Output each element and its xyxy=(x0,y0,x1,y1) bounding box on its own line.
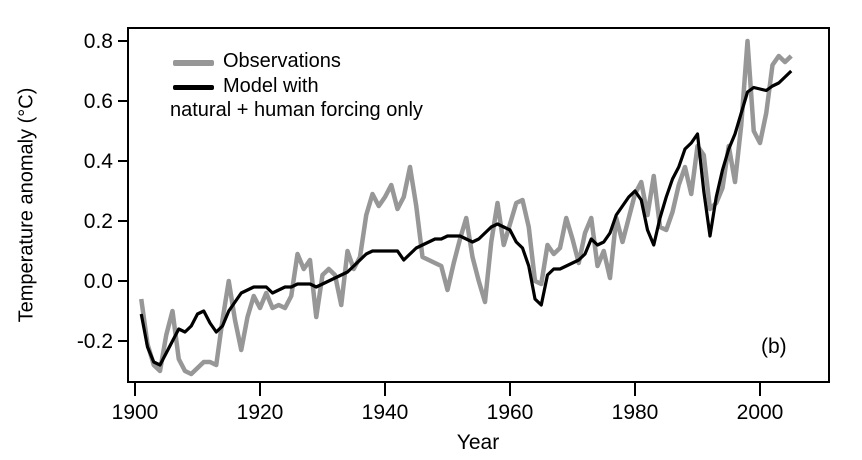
x-tick-label: 2000 xyxy=(737,401,784,424)
model-legend-label-line1: Model with xyxy=(223,75,319,97)
y-axis-title: Temperature anomaly (°C) xyxy=(15,87,38,323)
observations-line xyxy=(139,38,793,377)
x-tick-label: 1980 xyxy=(612,401,659,424)
observations-legend-swatch xyxy=(173,60,214,66)
model-legend-label-line2: natural + human forcing only xyxy=(170,99,423,121)
x-tick-label: 1900 xyxy=(112,401,159,424)
y-tick-label: -0.2 xyxy=(77,330,113,353)
model-legend-swatch xyxy=(173,85,214,90)
x-axis-title: Year xyxy=(456,431,500,454)
y-tick-label: 0.4 xyxy=(84,150,114,173)
y-tick-label: 0.2 xyxy=(84,210,113,233)
y-tick-label: 0.6 xyxy=(84,90,113,113)
x-tick-label: 1960 xyxy=(487,401,534,424)
observations-legend-label: Observations xyxy=(223,50,341,72)
panel-label: (b) xyxy=(761,335,787,358)
x-tick-label: 1940 xyxy=(362,401,409,424)
plot-frame xyxy=(127,27,830,383)
model-line xyxy=(139,69,793,367)
y-tick-label: 0.8 xyxy=(84,30,113,53)
y-tick-label: 0.0 xyxy=(84,270,113,293)
x-tick-label: 1920 xyxy=(237,401,284,424)
